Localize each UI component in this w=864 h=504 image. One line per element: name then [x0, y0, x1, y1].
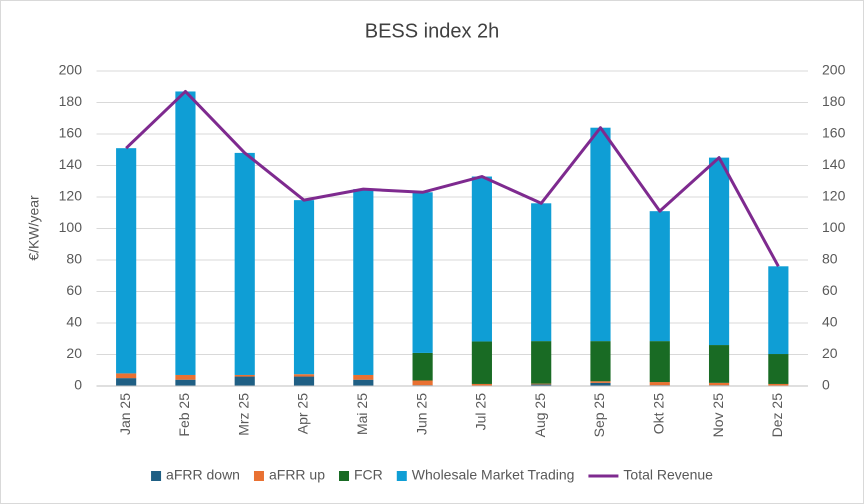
bar-segment: [768, 266, 789, 355]
y2-tick-label: 140: [822, 156, 846, 172]
legend-item: FCR: [339, 467, 383, 483]
legend-swatch: [396, 471, 407, 481]
legend: aFRR down aFRR up FCR Wholesale Market Trad…: [151, 467, 713, 483]
bar-segment: [531, 383, 552, 385]
bar-segment: [471, 383, 492, 386]
legend-swatch: [151, 471, 162, 481]
x-tick-label: Sep 25: [591, 393, 607, 438]
bar-segment: [531, 341, 552, 384]
bar-segment: [708, 157, 730, 346]
x-tick-label: Nov 25: [710, 393, 726, 438]
bar-segment: [175, 379, 196, 386]
legend-label: Wholesale Market Trading: [412, 467, 575, 483]
y-tick-label: 60: [66, 282, 82, 298]
y-tick-label: 100: [59, 219, 83, 235]
y2-tick-label: 60: [822, 282, 838, 298]
bar-segment: [175, 374, 196, 380]
bar-segment: [531, 203, 552, 342]
bar-segment: [175, 91, 196, 375]
y-tick-label: 120: [59, 188, 83, 204]
bar-segment: [234, 374, 255, 377]
x-tick-label: Mrz 25: [235, 393, 251, 436]
bar-segment: [649, 382, 670, 386]
bar-segment: [649, 211, 670, 342]
y2-tick-label: 160: [822, 125, 846, 141]
line-series: [125, 89, 780, 268]
y2-tick-label: 40: [822, 314, 838, 330]
x-tick-label: Jul 25: [473, 393, 489, 431]
legend-item: Wholesale Market Trading: [396, 467, 575, 483]
legend-swatch: [339, 471, 350, 481]
y2-tick-label: 80: [822, 251, 838, 267]
legend-item: Total Revenue: [588, 467, 713, 483]
bar-segment: [116, 148, 137, 374]
y-tick-label: 180: [59, 93, 83, 109]
legend-label: Total Revenue: [623, 467, 713, 483]
y-tick-label: 160: [59, 125, 83, 141]
y2-tick-label: 100: [822, 219, 846, 235]
y-tick-label: 20: [66, 345, 82, 361]
x-tick-label: Jan 25: [117, 393, 133, 435]
bar-segment: [412, 352, 433, 381]
bar-segment: [708, 345, 730, 383]
x-tick-label: Jun 25: [413, 393, 429, 435]
bar-segment: [471, 341, 492, 384]
y2-tick-label: 200: [822, 62, 846, 78]
legend-swatch: [253, 471, 264, 481]
y2-tick-label: 120: [822, 188, 846, 204]
x-tick-label: Dez 25: [769, 393, 785, 438]
bar-segment: [293, 376, 315, 386]
bar-segment: [590, 381, 611, 383]
bar-segment: [412, 380, 433, 386]
x-tick-label: Aug 25: [532, 393, 548, 438]
bar-segment: [293, 200, 315, 375]
bar-segment: [768, 354, 789, 384]
x-tick-label: Apr 25: [295, 393, 311, 434]
y-tick-label: 40: [66, 314, 82, 330]
bar-segment: [768, 383, 789, 386]
legend-item: aFRR up: [253, 467, 325, 483]
bar-segment: [649, 341, 670, 383]
bar-segment: [708, 382, 730, 386]
y-tick-label: 80: [66, 251, 82, 267]
y-tick-label: 140: [59, 156, 83, 172]
y2-tick-label: 0: [822, 377, 830, 393]
x-tick-label: Okt 25: [650, 393, 666, 434]
y-axis-label: €/KW/year: [26, 195, 42, 261]
chart-title: BESS index 2h: [365, 20, 500, 42]
bar-segment: [590, 382, 611, 386]
legend-item: aFRR down: [151, 467, 240, 483]
bar-segment: [590, 341, 611, 382]
bar-segment: [590, 127, 611, 342]
bar-segment: [116, 373, 137, 379]
bar-segment: [353, 374, 374, 380]
bar-segment: [293, 374, 315, 377]
bar-segment: [412, 192, 433, 353]
x-tick-label: Feb 25: [176, 393, 192, 437]
bar-segment: [353, 379, 374, 386]
bar-segment: [471, 176, 492, 342]
legend-label: FCR: [354, 467, 383, 483]
x-tick-label: Mai 25: [354, 393, 370, 435]
legend-label: aFRR down: [166, 467, 240, 483]
bar-segment: [531, 384, 552, 386]
legend-label: aFRR up: [269, 467, 325, 483]
y-tick-label: 0: [74, 377, 82, 393]
y2-tick-label: 180: [822, 93, 846, 109]
bar-segment: [353, 189, 374, 375]
bar-segment: [234, 376, 255, 386]
y2-tick-label: 20: [822, 345, 838, 361]
y-tick-label: 200: [59, 62, 83, 78]
bar-segment: [116, 378, 137, 386]
bar-segment: [234, 152, 255, 375]
